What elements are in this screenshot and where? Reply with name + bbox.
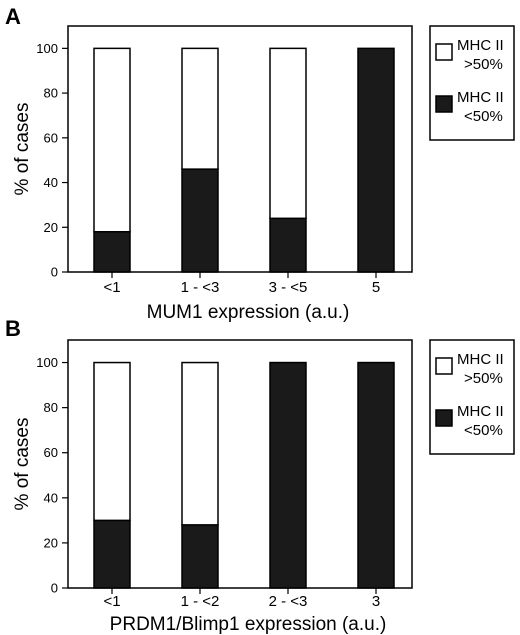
- bar-mhc-ii-50--1: [181, 524, 219, 589]
- bar-mhc-ii-50--2: [269, 47, 307, 220]
- y-tick-label: 60: [44, 445, 58, 460]
- legend-swatch: [435, 409, 453, 427]
- y-tick-label: 20: [44, 220, 58, 235]
- legend-label: <50%: [464, 108, 503, 125]
- y-tick-label: 100: [36, 41, 58, 56]
- x-tick-label: 2 - <3: [269, 593, 308, 610]
- bar-mhc-ii-50--0: [93, 47, 131, 233]
- legend-swatch: [435, 357, 453, 375]
- legend-swatch: [435, 95, 453, 113]
- panel-label-a: A: [5, 4, 21, 29]
- x-tick-label: <1: [103, 279, 120, 296]
- y-tick-label: 80: [44, 400, 58, 415]
- x-tick-label: <1: [103, 593, 120, 610]
- bar-mhc-ii-50--3: [357, 361, 395, 589]
- x-tick-label: 1 - <3: [181, 279, 220, 296]
- legend-label: >50%: [464, 56, 503, 73]
- legend-label: >50%: [464, 370, 503, 387]
- bar-mhc-ii-50--2: [269, 361, 307, 589]
- legend-label: MHC II: [457, 37, 504, 54]
- y-tick-label: 0: [51, 265, 58, 280]
- y-tick-label: 60: [44, 130, 58, 145]
- bar-mhc-ii-50--3: [357, 47, 395, 273]
- y-tick-label: 40: [44, 490, 58, 505]
- y-tick-label: 20: [44, 535, 58, 550]
- y-axis-title: % of cases: [12, 103, 33, 196]
- y-axis-title: % of cases: [12, 418, 33, 511]
- y-tick-label: 100: [36, 355, 58, 370]
- legend-label: MHC II: [457, 351, 504, 368]
- y-tick-label: 0: [51, 581, 58, 596]
- bar-mhc-ii-50--1: [181, 47, 219, 170]
- bar-mhc-ii-50--1: [181, 361, 219, 526]
- plot-frame: [67, 25, 413, 273]
- x-tick-label: 5: [372, 279, 380, 296]
- bar-mhc-ii-50--0: [93, 230, 131, 273]
- x-axis-title: MUM1 expression (a.u.): [147, 302, 350, 323]
- x-tick-label: 3 - <5: [269, 279, 308, 296]
- bar-mhc-ii-50--0: [93, 361, 131, 522]
- bar-mhc-ii-50--2: [269, 217, 307, 273]
- legend-swatch: [435, 43, 453, 61]
- legend-label: MHC II: [457, 403, 504, 420]
- x-axis-title: PRDM1/Blimp1 expression (a.u.): [110, 614, 387, 635]
- legend-label: <50%: [464, 422, 503, 439]
- bar-mhc-ii-50--0: [93, 519, 131, 589]
- x-tick-label: 3: [372, 593, 380, 610]
- legend-label: MHC II: [457, 89, 504, 106]
- plot-frame: [67, 339, 413, 589]
- y-tick-label: 40: [44, 175, 58, 190]
- panel-label-b: B: [5, 316, 21, 341]
- bar-mhc-ii-50--1: [181, 168, 219, 273]
- x-tick-label: 1 - <2: [181, 593, 220, 610]
- y-tick-label: 80: [44, 86, 58, 101]
